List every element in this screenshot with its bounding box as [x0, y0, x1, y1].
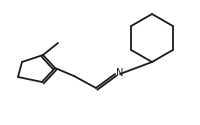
- Text: N: N: [115, 68, 123, 78]
